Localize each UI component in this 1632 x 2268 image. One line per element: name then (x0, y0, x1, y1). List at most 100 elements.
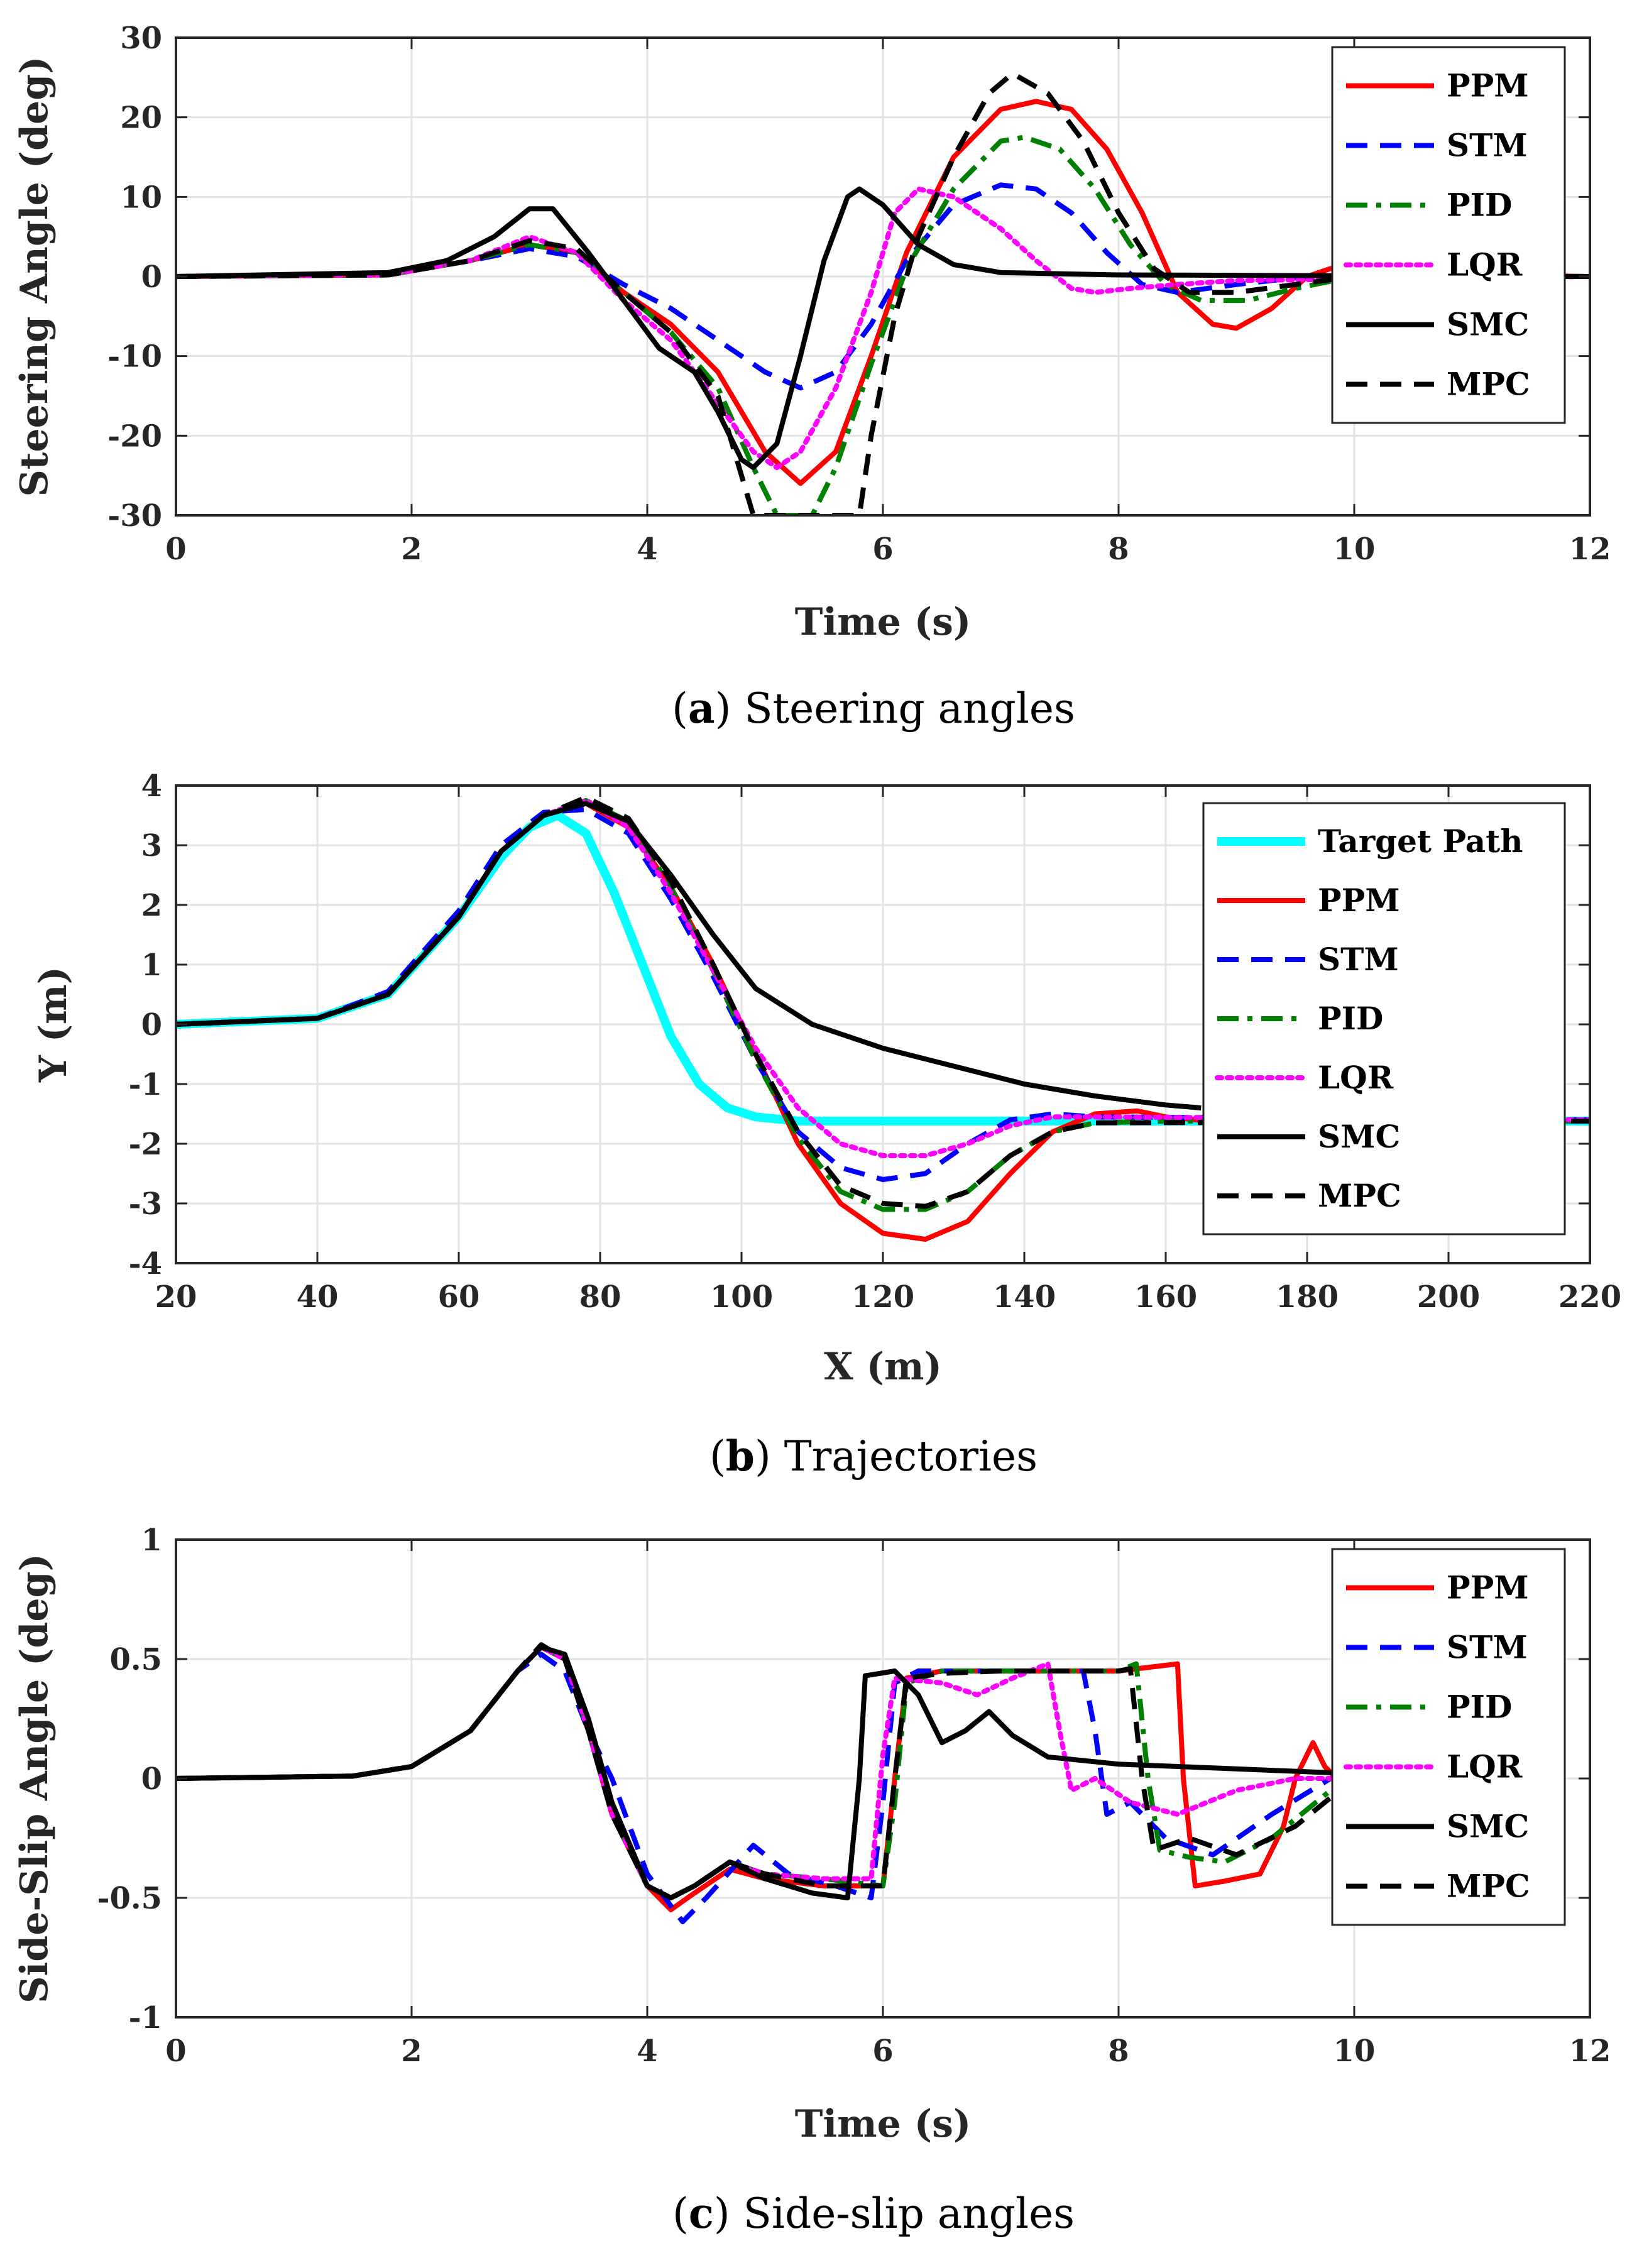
y-tick-label: 3 (141, 828, 162, 863)
y-tick-label: 4 (141, 769, 162, 804)
ticks-c: 0 2 4 6 8 10 12 -1 -0.5 0 0.5 1 (97, 1523, 1611, 2069)
caption-label-a: a (688, 684, 715, 733)
series-group-b (176, 795, 1590, 1242)
series-group-a (176, 71, 1590, 515)
legend-box (1202, 802, 1566, 1235)
x-tick-label: 8 (1108, 2034, 1129, 2069)
caption-open-a: ( (672, 684, 688, 733)
panel-a: 0 2 4 6 8 10 12 -30 -20 -10 0 10 20 30 Time (s) Steer… (13, 21, 1611, 733)
caption-text-b: Trajectories (784, 1432, 1038, 1481)
x-tick-label: 180 (1276, 1279, 1339, 1315)
series-line-mpc (176, 71, 1590, 515)
legend-entry-label: LQR (1447, 246, 1523, 283)
legend-entry-label: PID (1447, 1689, 1512, 1726)
x-tick-label: 10 (1334, 532, 1376, 567)
y-tick-label: 0 (141, 260, 162, 295)
caption-text-c: Side-slip angles (743, 2189, 1075, 2238)
panel-b: 20 40 60 80 100 120 140 160 180 200 220 -4 -3 -2 -1 0 1 2… (31, 769, 1621, 1481)
x-tick-label: 40 (297, 1279, 339, 1315)
y-tick-label: 1 (141, 1523, 162, 1558)
caption-a: (a) Steering angles (672, 684, 1075, 733)
y-axis-label-a: Steering Angle (deg) (13, 56, 57, 496)
legend-entry-label: STM (1447, 1629, 1528, 1666)
caption-b: (b) Trajectories (709, 1432, 1038, 1481)
y-axis-label-b: Y (m) (31, 967, 75, 1083)
x-tick-label: 160 (1134, 1279, 1197, 1315)
series-line-smc (176, 1645, 1355, 1900)
y-tick-label: -30 (107, 498, 162, 534)
x-tick-label: 60 (438, 1279, 480, 1315)
legend-entry-label: PID (1318, 1000, 1383, 1037)
y-tick-label: -2 (129, 1127, 162, 1162)
y-tick-label: -1 (129, 1067, 162, 1102)
legend-c: PPM STM PID LQR SMC MPC (1331, 1548, 1566, 1926)
y-tick-label: 30 (120, 21, 162, 56)
legend-entry-label: PPM (1447, 67, 1529, 104)
x-tick-label: 6 (872, 532, 893, 567)
y-tick-label: -3 (129, 1186, 162, 1222)
x-tick-label: 80 (579, 1279, 622, 1315)
ticks-a: 0 2 4 6 8 10 12 -30 -20 -10 0 10 20 30 (107, 21, 1611, 567)
caption-label-c: c (689, 2189, 714, 2238)
caption-text-a: Steering angles (744, 684, 1075, 733)
x-tick-label: 2 (401, 532, 422, 567)
legend-entry-label: Target Path (1318, 823, 1523, 860)
x-axis-label-b: X (m) (824, 1345, 942, 1389)
x-tick-label: 220 (1558, 1279, 1621, 1315)
legend-box (1331, 46, 1566, 424)
x-tick-label: 12 (1569, 532, 1611, 567)
series-line-stm (176, 807, 1590, 1182)
x-tick-label: 20 (155, 1279, 197, 1315)
y-tick-label: -1 (129, 2000, 162, 2035)
caption-close-c: ) (714, 2189, 730, 2238)
legend-entry-label: SMC (1447, 306, 1529, 343)
series-line-mpc (176, 1642, 1356, 1900)
legend-box (1331, 1548, 1566, 1926)
legend-entry-label: SMC (1447, 1808, 1529, 1845)
legend-entry-label: PPM (1447, 1569, 1529, 1606)
x-axis-label-a: Time (s) (795, 600, 972, 644)
panel-c: 0 2 4 6 8 10 12 -1 -0.5 0 0.5 1 Time (s) Side-Slip … (13, 1523, 1611, 2238)
y-tick-label: -0.5 (97, 1881, 162, 1916)
x-tick-label: 4 (637, 532, 657, 567)
caption-open-b: ( (709, 1432, 726, 1481)
y-tick-label: 0.5 (109, 1642, 162, 1677)
y-tick-label: 10 (120, 180, 162, 215)
x-tick-label: 2 (401, 2034, 422, 2069)
y-tick-label: -4 (129, 1246, 162, 1281)
series-group-c (176, 1642, 1357, 1924)
x-tick-label: 10 (1334, 2034, 1376, 2069)
y-tick-label: 2 (141, 888, 162, 923)
x-tick-label: 12 (1569, 2034, 1611, 2069)
x-tick-label: 0 (165, 2034, 186, 2069)
y-axis-label-c: Side-Slip Angle (deg) (13, 1553, 57, 2003)
caption-open-c: ( (672, 2189, 689, 2238)
caption-c: (c) Side-slip angles (672, 2189, 1075, 2238)
legend-entry-label: MPC (1447, 1868, 1530, 1905)
x-tick-label: 140 (993, 1279, 1056, 1315)
x-tick-label: 8 (1108, 532, 1129, 567)
legend-entry-label: MPC (1318, 1177, 1401, 1214)
x-tick-label: 100 (710, 1279, 773, 1315)
x-tick-label: 6 (872, 2034, 893, 2069)
caption-label-b: b (726, 1432, 755, 1481)
series-line-stm (176, 182, 1590, 391)
y-tick-label: -10 (107, 339, 162, 375)
legend-b: Target Path PPM STM PID LQR SMC MPC (1202, 802, 1566, 1235)
legend-entry-label: PPM (1318, 882, 1400, 919)
legend-entry-label: LQR (1318, 1059, 1394, 1096)
y-tick-label: 20 (120, 101, 162, 136)
legend-entry-label: LQR (1447, 1748, 1523, 1785)
series-line-smc (176, 186, 1590, 470)
legend-entry-label: SMC (1318, 1118, 1400, 1155)
ticks-b: 20 40 60 80 100 120 140 160 180 200 220 -4 -3 -2 -1 0 1 2… (129, 769, 1621, 1315)
caption-close-a: ) (715, 684, 731, 733)
y-tick-label: -20 (107, 419, 162, 454)
series-line-mpc (176, 795, 1590, 1209)
legend-entry-label: PID (1447, 187, 1512, 224)
caption-close-b: ) (755, 1432, 771, 1481)
y-tick-label: 0 (141, 1761, 162, 1797)
x-tick-label: 4 (637, 2034, 657, 2069)
x-tick-label: 200 (1417, 1279, 1480, 1315)
